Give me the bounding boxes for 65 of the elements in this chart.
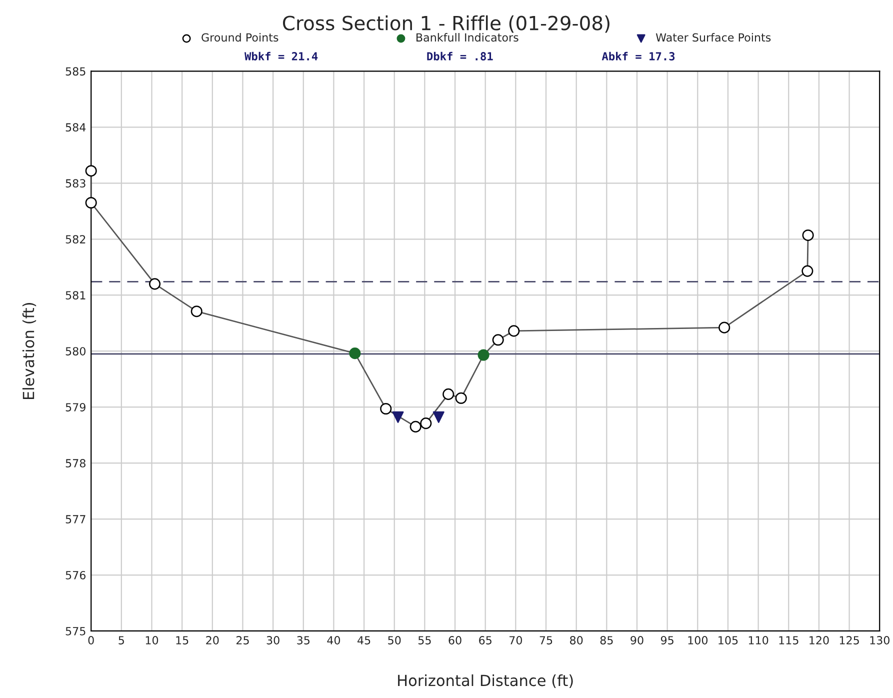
y-tick-label: 578: [66, 459, 86, 468]
x-tick-label: 95: [660, 636, 674, 644]
x-tick-label: 110: [748, 636, 768, 644]
x-tick-label: 30: [266, 636, 280, 644]
point: [410, 420, 422, 432]
y-axis-title: Elevation (ft): [22, 302, 36, 400]
point: [85, 165, 97, 177]
x-tick-label: 10: [146, 636, 158, 644]
text: Dbkf = .81: [427, 52, 493, 60]
x-tick-label: 45: [358, 636, 370, 644]
x-tick-label: 75: [540, 636, 552, 644]
x-tick-label: 105: [718, 636, 738, 644]
y-tick-label: 576: [66, 570, 86, 580]
x-tick-label: 85: [600, 636, 613, 644]
x-tick-label: 130: [870, 636, 890, 644]
x-tick-label: 5: [118, 636, 124, 644]
chart-title: Cross Section 1 - Riffle (01-29-08): [282, 15, 610, 33]
y-tick-label: 577: [66, 515, 86, 524]
legend-label: Ground Points: [202, 33, 278, 42]
x-tick-label: 55: [418, 636, 431, 644]
y-tick-label: 580: [66, 347, 86, 356]
y-tick-label: 582: [66, 235, 86, 244]
x-tick-label: 90: [630, 636, 644, 644]
point: [718, 322, 730, 334]
x-tick-label: 125: [840, 636, 859, 644]
x-axis-title: Horizontal Distance (ft): [398, 674, 573, 688]
point: [392, 411, 404, 423]
x-tick-label: 40: [327, 636, 340, 644]
legend-label: Water Surface Points: [656, 33, 771, 42]
x-tick-label: 100: [688, 636, 708, 644]
point: [508, 325, 520, 337]
x-tick-label: 50: [388, 636, 401, 644]
x-tick-label: 15: [176, 636, 188, 644]
point: [349, 348, 361, 360]
point: [85, 196, 97, 209]
x-tick-label: 120: [810, 636, 829, 644]
y-tick-label: 579: [66, 403, 86, 412]
point: [420, 418, 432, 430]
point: [802, 229, 814, 241]
x-tick-label: 25: [236, 636, 249, 644]
y-tick-label: 581: [66, 291, 86, 300]
legend-label: Bankfull Indicators: [416, 33, 518, 42]
point: [380, 402, 392, 415]
x-tick-label: 20: [206, 636, 219, 644]
x-tick-label: 80: [570, 636, 583, 644]
point: [432, 411, 444, 423]
y-tick-label: 585: [66, 67, 86, 76]
point: [149, 278, 161, 290]
text: Abkf = 17.3: [602, 52, 675, 60]
y-tick-label: 575: [66, 627, 86, 636]
x-tick-label: 0: [88, 636, 94, 644]
y-tick-label: 583: [66, 179, 86, 188]
point: [190, 306, 202, 318]
point: [455, 392, 467, 404]
point: [492, 334, 504, 346]
text: Wbkf = 21.4: [244, 52, 318, 60]
y-tick-label: 584: [66, 123, 86, 132]
x-tick-label: 115: [779, 636, 798, 644]
x-tick-label: 70: [510, 636, 522, 644]
point: [478, 349, 490, 361]
point: [802, 265, 814, 277]
x-tick-label: 65: [479, 636, 492, 644]
point: [442, 388, 454, 400]
x-tick-label: 35: [297, 636, 310, 644]
x-tick-label: 60: [448, 636, 462, 644]
